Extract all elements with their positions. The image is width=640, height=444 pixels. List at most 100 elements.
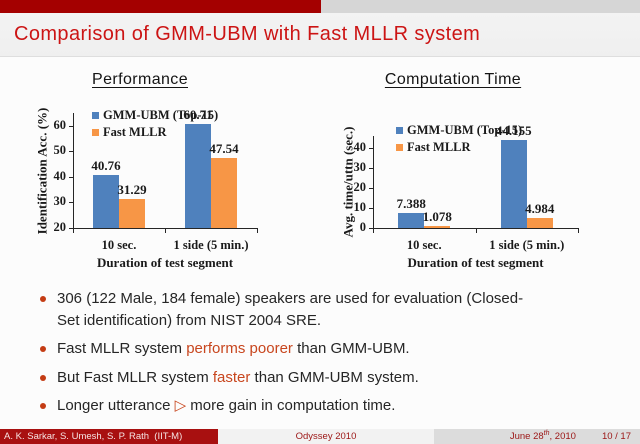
bar [93, 174, 119, 228]
footer-page-number: 10 / 17 [601, 431, 631, 442]
bar-value-label: 4.984 [525, 201, 555, 217]
bar [424, 225, 451, 228]
x-category-label: 10 sec. [101, 238, 137, 252]
legend-label: Fast MLLR [407, 140, 471, 154]
text-run: But Fast MLLR system [57, 368, 213, 386]
legend-label: GMM-UBM (Top-15) [103, 108, 219, 122]
bar-value-label: 44.155 [495, 122, 532, 138]
bullet-text: But Fast MLLR system faster than GMM-UBM… [57, 367, 419, 389]
y-axis-title: Identification Acc. (%) [34, 107, 50, 234]
x-tick-mark [73, 228, 74, 233]
bullet-item: Fast MLLR system performs poorer than GM… [40, 338, 545, 360]
x-axis-title: Duration of test segment [407, 255, 544, 270]
x-category-label: 10 sec. [406, 238, 442, 252]
legend-swatch [92, 112, 99, 119]
bar-value-label: 1.078 [422, 208, 452, 224]
bar [398, 213, 425, 228]
y-tick-mark [69, 125, 73, 127]
y-tick-mark [369, 148, 373, 149]
text-run: than GMM-UBM. [292, 340, 410, 357]
y-tick-label: 50 [53, 143, 67, 158]
legend-swatch [396, 144, 403, 151]
y-tick-label: 40 [53, 168, 67, 183]
y-tick-label: 20 [53, 220, 67, 234]
y-tick-label: 60 [53, 117, 67, 132]
text-run: Longer utterance [57, 397, 175, 414]
y-tick-mark [69, 228, 73, 229]
bullet-icon [40, 374, 46, 381]
bullet-text: Longer utterance ▷ more gain in computat… [57, 395, 395, 417]
text-run: more gain in computation time. [186, 397, 396, 414]
legend-label: Fast MLLR [103, 125, 167, 139]
legend-swatch [396, 127, 403, 134]
x-category-label: 1 side (5 min.) [173, 238, 249, 252]
bullet-text: 306 (122 Male, 184 female) speakers are … [57, 288, 545, 331]
x-tick-mark [257, 228, 258, 233]
y-tick-mark [69, 202, 73, 204]
footer-authors-box: A. K. Sarkar, S. Umesh, S. P. Rath (IIT-… [0, 429, 218, 444]
bar-value-label: 7.388 [396, 196, 426, 212]
y-tick-mark [69, 151, 73, 153]
x-tick-mark [373, 228, 374, 233]
footer: A. K. Sarkar, S. Umesh, S. P. Rath (IIT-… [0, 429, 640, 444]
bullet-list: 306 (122 Male, 184 female) speakers are … [40, 288, 545, 424]
bar [119, 199, 145, 228]
bullet-item: Longer utterance ▷ more gain in computat… [40, 395, 545, 417]
bar [500, 139, 527, 228]
footer-authors: A. K. Sarkar, S. Umesh, S. P. Rath (IIT-… [4, 431, 183, 442]
y-tick-mark [369, 228, 373, 229]
bar-value-label: 40.76 [91, 157, 121, 173]
bar [185, 123, 211, 228]
legend-label: GMM-UBM (Top-15) [407, 123, 523, 137]
x-tick-mark [165, 228, 166, 233]
y-axis [373, 136, 374, 229]
bar-value-label: 47.54 [209, 140, 239, 156]
y-tick-label: 40 [353, 140, 367, 154]
bullet-text: Fast MLLR system performs poorer than GM… [57, 338, 410, 360]
bullet-icon [40, 403, 46, 409]
header-gray-bar [321, 0, 640, 13]
y-tick-mark [369, 208, 373, 209]
y-tick-mark [369, 188, 373, 189]
footer-venue: Odyssey 2010 [295, 431, 357, 442]
legend-swatch [92, 129, 99, 136]
x-axis-title: Duration of test segment [96, 255, 234, 270]
y-tick-mark [69, 176, 73, 178]
y-axis [73, 113, 74, 229]
computation-time-heading: Computation Time [384, 71, 522, 88]
footer-date: June 28th, 2010 [509, 429, 576, 442]
bar-value-label: 60.71 [183, 106, 213, 122]
bullet-item: 306 (122 Male, 184 female) speakers are … [40, 288, 545, 331]
date-superscript: th [543, 429, 550, 437]
bullet-icon [40, 296, 46, 302]
y-tick-label: 30 [53, 194, 67, 209]
text-run: Fast MLLR system [57, 340, 187, 357]
text-run: than GMM-UBM system. [250, 368, 419, 386]
y-axis-title: Avg. time/uttn (sec.) [340, 126, 356, 238]
header-accent-bar [0, 0, 321, 13]
footer-date-box: June 28th, 2010 10 / 17 [434, 429, 640, 444]
y-tick-mark [369, 168, 373, 169]
slide-title: Comparison of GMM-UBM with Fast MLLR sys… [14, 23, 481, 45]
bullet-icon [40, 346, 46, 352]
y-tick-label: 0 [359, 220, 366, 234]
bar [211, 157, 237, 228]
y-tick-label: 10 [353, 200, 367, 214]
bullet-item: But Fast MLLR system faster than GMM-UBM… [40, 367, 545, 389]
footer-venue-box: Odyssey 2010 [218, 429, 434, 444]
triangle-right-icon: ▷ [174, 397, 187, 414]
alert-text: performs poorer [186, 340, 293, 357]
performance-heading: Performance [92, 71, 188, 88]
x-tick-mark [578, 228, 579, 233]
bar [526, 218, 553, 228]
alert-text: faster [212, 368, 251, 386]
title-bar: Comparison of GMM-UBM with Fast MLLR sys… [0, 13, 640, 57]
x-tick-mark [475, 228, 477, 233]
y-tick-label: 30 [353, 160, 367, 174]
x-category-label: 1 side (5 min.) [489, 238, 565, 252]
bar-value-label: 31.29 [117, 182, 147, 198]
text-run: 306 (122 Male, 184 female) speakers are … [57, 290, 524, 329]
y-tick-label: 20 [353, 180, 367, 194]
